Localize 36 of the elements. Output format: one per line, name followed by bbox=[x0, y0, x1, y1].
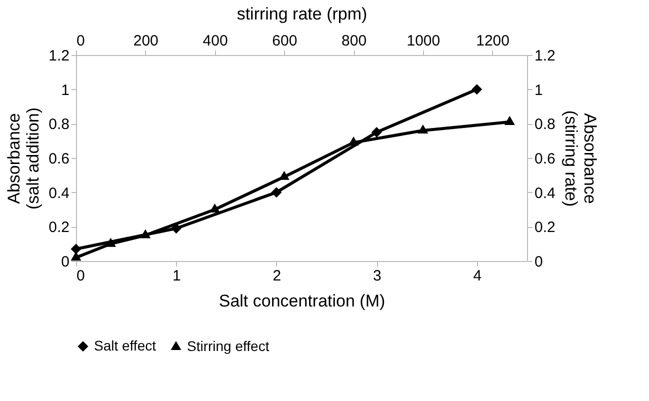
x2-tick-label: 600 bbox=[272, 32, 298, 50]
y-tick-label: 0.2 bbox=[48, 219, 70, 236]
y2-tick-label: 1 bbox=[534, 82, 543, 99]
point bbox=[70, 244, 82, 254]
x-tick-label: 0 bbox=[76, 268, 85, 284]
point bbox=[371, 127, 382, 138]
x-tick-label: 2 bbox=[272, 268, 282, 284]
x-axis-title: Salt concentration (M) bbox=[218, 292, 386, 310]
x2-tick-label: 1000 bbox=[406, 32, 440, 50]
y2-axis-title: Absorbance (stirring rate) bbox=[561, 110, 600, 207]
y2-tick-label: 0.6 bbox=[534, 150, 556, 168]
x2-tick-label: 1200 bbox=[476, 32, 510, 50]
x2-tick-label: 0 bbox=[76, 32, 85, 50]
y-axis-title: Absorbance (salt addition) bbox=[4, 107, 43, 210]
legend-label: Salt effect bbox=[94, 337, 156, 354]
x2-axis-title: stirring rate (rpm) bbox=[236, 4, 368, 24]
legend-label: Stirring effect bbox=[187, 338, 270, 354]
y2-tick-label: 1.2 bbox=[534, 48, 556, 64]
x-tick-label: 4 bbox=[473, 268, 482, 284]
y-tick-label: 1.2 bbox=[48, 48, 70, 64]
x2-tick-label: 800 bbox=[342, 32, 367, 50]
y-tick-label: 0.4 bbox=[48, 184, 70, 202]
y-tick-label: 0.6 bbox=[48, 150, 70, 168]
y2-tick-label: 0 bbox=[534, 254, 543, 270]
x-tick-label: 1 bbox=[172, 268, 181, 284]
y-tick-label: 1 bbox=[61, 82, 70, 99]
x2-tick-label: 400 bbox=[202, 32, 228, 50]
y-tick-label: 0 bbox=[61, 254, 70, 270]
x-tick-label: 3 bbox=[372, 268, 382, 284]
y-tick-label: 0.8 bbox=[48, 116, 70, 134]
point bbox=[472, 84, 482, 95]
y2-tick-label: 0.2 bbox=[534, 219, 556, 236]
point bbox=[271, 187, 282, 198]
y2-tick-label: 0.8 bbox=[534, 116, 556, 134]
x2-tick-label: 200 bbox=[133, 32, 158, 50]
y2-tick-label: 0.4 bbox=[534, 184, 556, 202]
